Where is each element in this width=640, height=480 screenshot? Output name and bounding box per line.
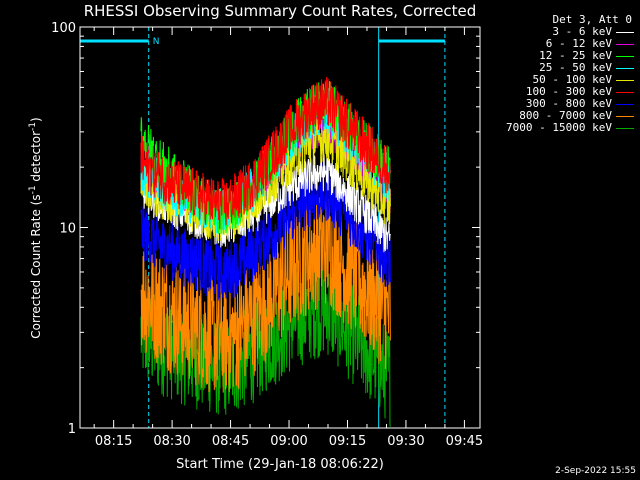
legend-swatch	[616, 43, 634, 45]
y-tick-label: 1	[68, 422, 76, 437]
series-line-6	[140, 162, 391, 301]
x-tick-label: 09:30	[387, 434, 424, 449]
legend-item-label: 50 - 100 keV	[532, 73, 612, 86]
x-tick-label: 08:30	[153, 434, 190, 449]
y-tick-label: 100	[51, 21, 76, 36]
y-axis-label: Corrected Count Rate (s-1 detector-1)	[28, 117, 43, 338]
legend-item-label: 100 - 300 keV	[525, 85, 612, 98]
legend-item: 3 - 6 keV	[484, 26, 634, 38]
legend-swatch	[616, 55, 634, 57]
x-tick-label: 09:45	[446, 434, 483, 449]
footer-date: 2-Sep-2022 15:55	[555, 466, 636, 476]
legend-item: 50 - 100 keV	[484, 74, 634, 86]
legend: Det 3, Att 0 3 - 6 keV 6 - 12 keV 12 - 25 …	[484, 14, 634, 134]
legend-swatch	[616, 115, 634, 117]
legend-item: 800 - 7000 keV	[484, 110, 634, 122]
x-tick-label: 09:00	[270, 434, 307, 449]
x-tick-label: 09:15	[329, 434, 366, 449]
legend-item: 25 - 50 keV	[484, 62, 634, 74]
legend-swatch	[616, 103, 634, 105]
night-label: N	[153, 37, 160, 47]
legend-swatch	[616, 127, 634, 129]
legend-item-label: 12 - 25 keV	[539, 49, 612, 62]
x-tick-label: 08:15	[95, 434, 132, 449]
legend-item: 7000 - 15000 keV	[484, 122, 634, 134]
legend-swatch	[616, 67, 634, 69]
legend-item-label: 800 - 7000 keV	[519, 109, 612, 122]
legend-swatch	[616, 31, 634, 33]
series-line-5	[140, 77, 391, 230]
legend-item-label: 6 - 12 keV	[545, 37, 612, 50]
x-axis-label: Start Time (29-Jan-18 08:06:22)	[176, 457, 384, 472]
legend-item: 100 - 300 keV	[484, 86, 634, 98]
legend-title: Det 3, Att 0	[552, 13, 632, 26]
legend-item-label: 3 - 6 keV	[552, 25, 612, 38]
legend-item-label: 300 - 800 keV	[525, 97, 612, 110]
legend-item-label: 25 - 50 keV	[539, 61, 612, 74]
plot-area: N	[79, 27, 446, 428]
series-line-7	[140, 192, 391, 393]
legend-swatch	[616, 79, 634, 81]
legend-item: 300 - 800 keV	[484, 98, 634, 110]
legend-item: 6 - 12 keV	[484, 38, 634, 50]
series-line-0	[140, 153, 391, 253]
legend-swatch	[616, 91, 634, 93]
chart-title: RHESSI Observing Summary Count Rates, Co…	[84, 2, 477, 20]
y-tick-label: 10	[59, 222, 76, 237]
legend-item: 12 - 25 keV	[484, 50, 634, 62]
legend-item-label: 7000 - 15000 keV	[506, 121, 612, 134]
axes: 1 10 100 08:15 08:30 08:45 09:00 09:15 09:30 09:4…	[51, 21, 483, 449]
x-tick-label: 08:45	[212, 434, 249, 449]
